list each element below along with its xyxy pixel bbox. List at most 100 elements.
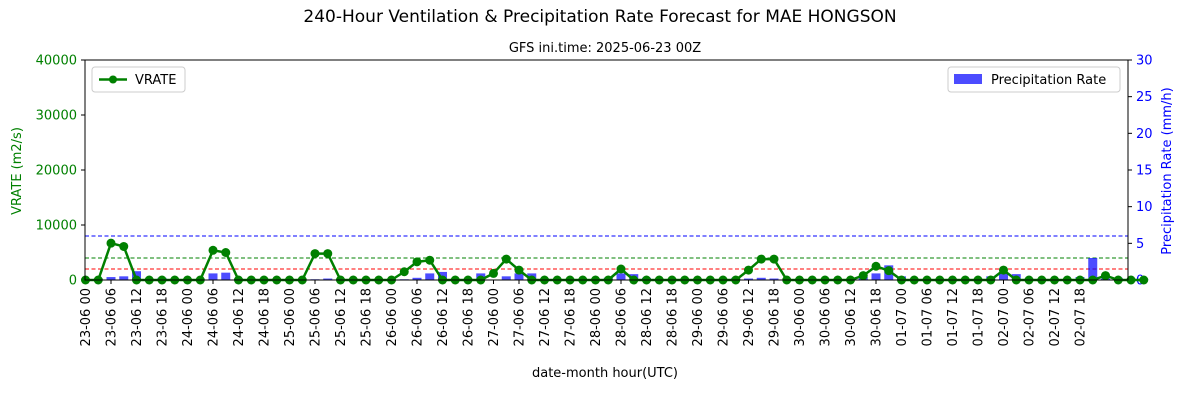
- x-axis-label: date-month hour(UTC): [532, 366, 678, 381]
- x-tick-label: 01-07 06: [921, 288, 936, 346]
- x-tick-label: 30-06 12: [844, 288, 859, 346]
- vrate-point: [756, 254, 766, 264]
- vrate-point: [858, 271, 868, 281]
- vrate-point: [221, 248, 231, 257]
- vrate-point: [501, 254, 511, 264]
- precip-bar: [744, 278, 753, 280]
- x-tick-label: 29-06 12: [742, 288, 757, 346]
- x-tick-label: 25-06 00: [283, 288, 298, 346]
- y-tick-label-right: 20: [1136, 127, 1153, 142]
- vrate-point: [208, 245, 218, 255]
- precip-bar: [999, 272, 1008, 280]
- legend-precipitation: Precipitation Rate: [947, 66, 1121, 93]
- x-tick-label: 28-06 12: [640, 288, 655, 346]
- precip-bar: [208, 273, 218, 280]
- legend-vrate: VRATE: [91, 66, 186, 93]
- precip-bar: [119, 276, 129, 280]
- y-axis-label-left: VRATE (m2/s): [10, 127, 25, 215]
- y-tick-label-left: 20000: [36, 164, 77, 179]
- x-tick-label: 26-06 00: [385, 288, 400, 346]
- x-tick-label: 28-06 06: [615, 288, 630, 346]
- precip-bar: [871, 273, 881, 280]
- x-tick-label: 27-06 18: [564, 288, 579, 346]
- y-tick-label-left: 40000: [36, 54, 77, 69]
- y-tick-label-right: 25: [1136, 90, 1153, 105]
- vrate-point: [489, 268, 498, 278]
- vrate-point: [1101, 271, 1110, 281]
- legend-vrate-label: VRATE: [135, 73, 176, 88]
- x-tick-label: 26-06 12: [436, 288, 451, 346]
- x-tick-label: 30-06 06: [819, 288, 834, 346]
- vrate-point: [871, 261, 881, 271]
- vrate-series-line: [85, 241, 1144, 282]
- precip-bar: [106, 277, 116, 280]
- chart-title: 240-Hour Ventilation & Precipitation Rat…: [303, 7, 896, 27]
- x-tick-label: 24-06 06: [207, 288, 222, 346]
- precip-bar: [501, 276, 511, 280]
- y-tick-label-right: 5: [1136, 237, 1144, 252]
- x-tick-label: 23-06 00: [79, 288, 94, 346]
- x-tick-label: 28-06 18: [666, 288, 681, 346]
- x-tick-label: 27-06 06: [513, 288, 528, 346]
- y-axis-ticks-left: 0 10000 20000 30000 40000: [36, 54, 85, 289]
- y-tick-label-right: 15: [1136, 164, 1153, 179]
- vrate-point: [119, 241, 129, 251]
- vrate-point: [412, 257, 422, 267]
- precip-bar: [221, 272, 231, 280]
- precip-bar: [769, 278, 779, 280]
- vrate-point: [884, 266, 894, 276]
- y-tick-label-left: 0: [69, 274, 77, 289]
- vrate-point: [769, 254, 779, 264]
- x-tick-label: 25-06 12: [334, 288, 349, 346]
- vrate-point: [1139, 275, 1149, 285]
- precip-bar: [412, 277, 422, 280]
- x-tick-label: 02-07 18: [1074, 288, 1089, 346]
- x-tick-label: 02-07 06: [1023, 288, 1038, 346]
- x-tick-label: 02-07 12: [1048, 288, 1063, 346]
- precip-bar: [425, 273, 435, 280]
- precip-bar: [514, 273, 524, 280]
- y-tick-label-right: 10: [1136, 200, 1153, 215]
- y-tick-label-left: 30000: [36, 109, 77, 124]
- y-tick-label-left: 10000: [36, 219, 77, 234]
- precip-bar: [1088, 258, 1098, 280]
- x-tick-label: 25-06 06: [309, 288, 324, 346]
- x-tick-label: 01-07 00: [895, 288, 910, 346]
- x-tick-label: 23-06 12: [130, 288, 145, 346]
- vrate-point: [106, 238, 116, 248]
- vrate-point: [425, 255, 435, 265]
- x-tick-label: 30-06 00: [793, 288, 808, 346]
- y-tick-label-right: 30: [1136, 54, 1153, 69]
- vrate-point: [399, 267, 409, 277]
- precip-bar: [323, 278, 333, 280]
- x-tick-label: 26-06 06: [411, 288, 426, 346]
- x-tick-label: 02-07 00: [997, 288, 1012, 346]
- plot-frame: [84, 59, 1129, 281]
- precip-bar: [756, 277, 766, 280]
- x-tick-label: 29-06 00: [691, 288, 706, 346]
- chart-subtitle: GFS ini.time: 2025-06-23 00Z: [509, 41, 701, 56]
- x-tick-label: 28-06 00: [589, 288, 604, 346]
- x-tick-label: 29-06 18: [768, 288, 783, 346]
- vrate-point: [310, 249, 320, 259]
- vrate-point: [1126, 275, 1136, 285]
- legend-precip-swatch: [954, 74, 982, 84]
- vrate-point: [323, 249, 333, 259]
- x-tick-label: 24-06 00: [181, 288, 196, 346]
- x-tick-label: 26-06 18: [462, 288, 477, 346]
- x-tick-label: 24-06 18: [258, 288, 273, 346]
- x-tick-label: 25-06 18: [360, 288, 375, 346]
- legend-precip-label: Precipitation Rate: [991, 73, 1106, 88]
- x-tick-label: 27-06 12: [538, 288, 553, 346]
- x-tick-label: 01-07 18: [972, 288, 987, 346]
- y-axis-label-right: Precipitation Rate (mm/h): [1160, 87, 1175, 254]
- legend-vrate-marker: [109, 75, 117, 84]
- vrate-line: [81, 238, 1149, 285]
- vrate-point: [514, 265, 524, 275]
- vrate-point: [999, 265, 1008, 275]
- x-tick-label: 23-06 18: [156, 288, 171, 346]
- x-tick-label: 23-06 06: [105, 288, 120, 346]
- x-tick-label: 29-06 06: [717, 288, 732, 346]
